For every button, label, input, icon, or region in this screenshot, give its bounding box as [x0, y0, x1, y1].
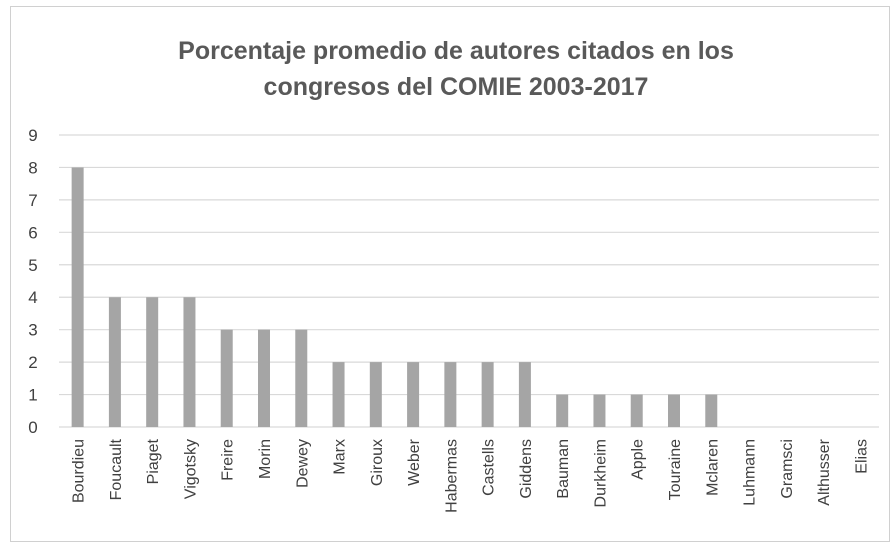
x-tick-label-giroux: Giroux	[369, 439, 386, 486]
y-tick-label: 6	[28, 223, 37, 242]
x-tick-label-freire: Freire	[220, 439, 237, 481]
y-tick-label: 3	[28, 321, 37, 340]
x-tick-label-piaget: Piaget	[145, 438, 162, 484]
x-tick-label-elias: Elias	[853, 439, 870, 474]
x-tick-label-durkheim: Durkheim	[592, 439, 609, 507]
x-axis-labels: Bourdieu Foucault Piaget Vigotsky Freire Mori…	[71, 438, 871, 512]
x-tick-label-apple: Apple	[630, 439, 647, 480]
chart-title: Porcentaje promedio de autores citados e…	[178, 37, 734, 101]
bar-durkheim	[593, 394, 606, 427]
x-tick-label-habermas: Habermas	[443, 439, 460, 513]
bar-dewey	[295, 329, 308, 427]
x-tick-label-dewey: Dewey	[294, 439, 311, 488]
y-tick-label: 2	[28, 353, 37, 372]
y-axis-ticks: 0 1 2 3 4 5 6 7 8 9	[28, 126, 37, 437]
x-tick-label-weber: Weber	[406, 438, 423, 486]
chart-title-line-1: Porcentaje promedio de autores citados e…	[178, 37, 734, 65]
x-tick-label-touraine: Touraine	[667, 439, 684, 500]
y-tick-label: 7	[28, 191, 37, 210]
bar-bourdieu	[71, 167, 84, 427]
x-tick-label-marx: Marx	[332, 439, 349, 475]
x-tick-label-bourdieu: Bourdieu	[71, 439, 88, 503]
bar-habermas	[444, 362, 457, 427]
bar-apple	[630, 394, 643, 427]
bar-marx	[332, 362, 345, 427]
bar-freire	[220, 329, 233, 427]
x-tick-label-bauman: Bauman	[555, 439, 572, 499]
chart-frame: Porcentaje promedio de autores citados e…	[10, 6, 890, 542]
bar-bauman	[556, 394, 569, 427]
y-tick-label: 8	[28, 158, 37, 177]
x-tick-label-mclaren: Mclaren	[704, 439, 721, 496]
bar-foucault	[108, 297, 121, 427]
x-tick-label-giddens: Giddens	[518, 439, 535, 499]
y-tick-label: 9	[28, 126, 37, 145]
x-tick-label-althusser: Althusser	[816, 438, 833, 505]
y-tick-label: 4	[28, 288, 37, 307]
y-tick-label: 1	[28, 386, 37, 405]
bar-castells	[481, 362, 494, 427]
bar-giddens	[518, 362, 531, 427]
bar-mclaren	[705, 394, 718, 427]
x-tick-label-luhmann: Luhmann	[742, 439, 759, 506]
bar-touraine	[668, 394, 680, 427]
y-tick-label: 5	[28, 256, 37, 275]
bar-chart: Porcentaje promedio de autores citados e…	[28, 37, 879, 513]
y-tick-label: 0	[28, 418, 37, 437]
x-tick-label-morin: Morin	[257, 439, 274, 479]
bar-vigotsky	[183, 297, 196, 427]
bar-morin	[258, 329, 270, 427]
bar-giroux	[369, 362, 382, 427]
gridlines	[59, 134, 879, 428]
x-tick-label-vigotsky: Vigotsky	[182, 439, 199, 499]
x-tick-label-gramsci: Gramsci	[779, 439, 796, 499]
x-tick-label-castells: Castells	[481, 439, 498, 496]
chart-title-line-2: congresos del COMIE 2003-2017	[264, 73, 649, 101]
x-tick-label-foucault: Foucault	[108, 438, 125, 500]
bars	[71, 167, 718, 427]
bar-weber	[407, 362, 420, 427]
bar-piaget	[146, 297, 159, 427]
